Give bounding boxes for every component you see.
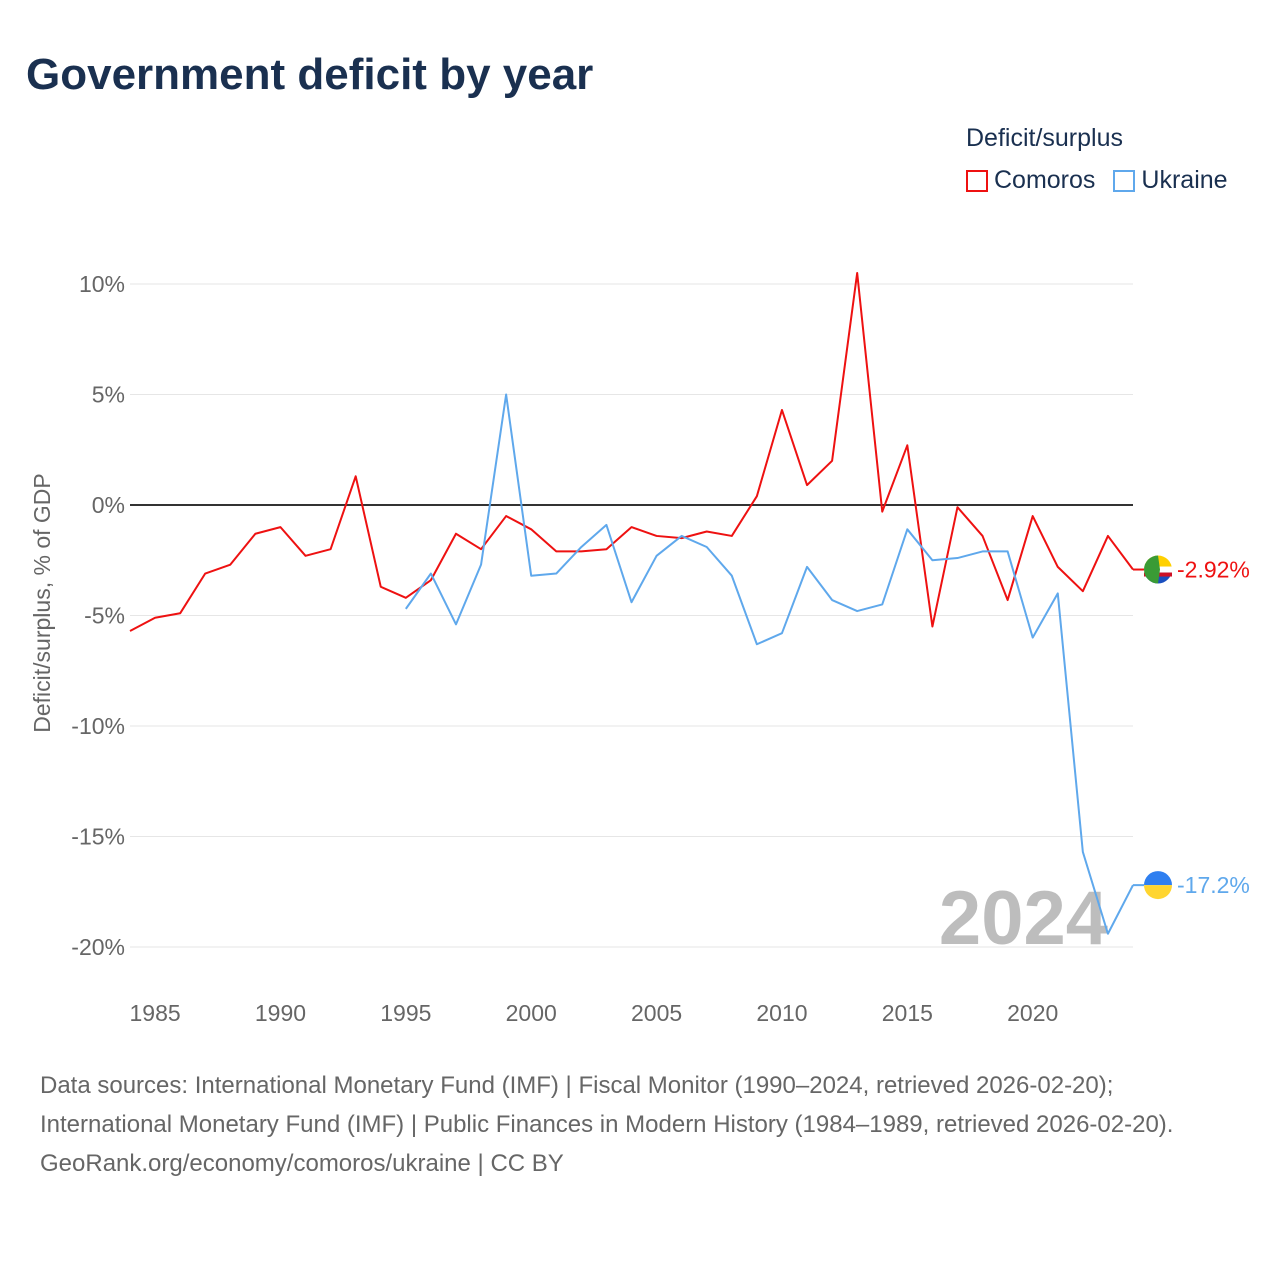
x-tick-label: 1985 (129, 1000, 180, 1026)
y-tick-label: -10% (71, 713, 125, 739)
comoros-flag-icon (1144, 555, 1172, 584)
x-tick-label: 2000 (506, 1000, 557, 1026)
y-tick-label: -20% (71, 934, 125, 960)
legend-item-comoros[interactable]: Comoros (966, 166, 1095, 195)
end-value-label: -2.92% (1177, 557, 1250, 583)
y-axis-label: Deficit/surplus, % of GDP (29, 473, 55, 732)
series-line-ukraine[interactable] (405, 393, 1134, 935)
y-tick-label: -5% (84, 603, 125, 629)
y-tick-label: 10% (79, 271, 125, 297)
legend-swatch-comoros (966, 169, 988, 192)
series-line-comoros[interactable] (129, 271, 1134, 632)
ukraine-flag-icon (1144, 871, 1172, 900)
y-tick-label: 0% (92, 492, 125, 518)
legend-label: Comoros (994, 166, 1096, 194)
legend-label: Ukraine (1141, 166, 1228, 194)
end-value-label: -17.2% (1177, 872, 1250, 898)
y-tick-label: 5% (92, 382, 125, 408)
x-tick-label: 1995 (380, 1000, 431, 1026)
legend-title: Deficit/surplus (966, 124, 1123, 152)
x-tick-label: 1990 (255, 1000, 306, 1026)
data-sources: Data sources: International Monetary Fun… (40, 1072, 1174, 1138)
y-tick-label: -15% (71, 824, 125, 850)
credit-link[interactable]: GeoRank.org/economy/comoros/ukraine | CC… (40, 1150, 564, 1177)
page-title: Government deficit by year (26, 50, 594, 99)
legend-item-ukraine[interactable]: Ukraine (1113, 166, 1228, 195)
x-tick-label: 2010 (756, 1000, 807, 1026)
x-tick-label: 2020 (1007, 1000, 1058, 1026)
x-tick-label: 2005 (631, 1000, 682, 1026)
legend: Comoros Ukraine (966, 166, 1228, 195)
footer: Data sources: International Monetary Fun… (40, 1066, 1240, 1183)
legend-swatch-ukraine (1113, 169, 1136, 192)
x-tick-label: 2015 (882, 1000, 933, 1026)
year-watermark: 2024 (939, 876, 1108, 961)
